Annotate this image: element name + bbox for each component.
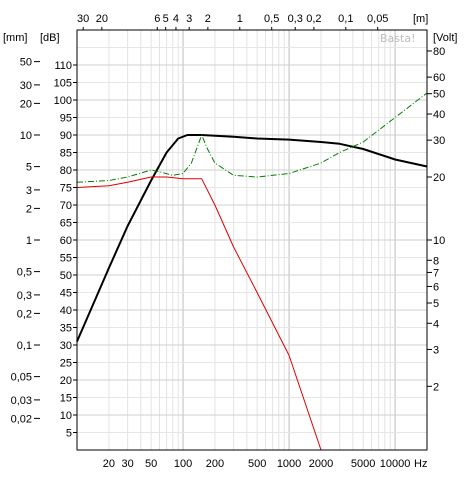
grid <box>77 30 427 450</box>
volt-tick-label: 7 <box>433 267 439 279</box>
mm-tick-label: 0,02 <box>11 413 32 425</box>
db-tick-label: 80 <box>60 165 72 177</box>
mm-tick-label: 0,05 <box>11 372 32 384</box>
mm-tick-label: 1 <box>26 235 32 247</box>
db-tick-label: 25 <box>60 358 72 370</box>
mm-tick-label: 0,3 <box>17 290 32 302</box>
db-unit-label: [dB] <box>40 32 60 44</box>
mm-tick-label: 30 <box>20 80 32 92</box>
db-tick-label: 75 <box>60 183 72 195</box>
db-tick-label: 100 <box>54 95 72 107</box>
wavelength-tick-label: 1 <box>237 13 243 25</box>
mm-tick-label: 0,5 <box>17 267 32 279</box>
mm-tick-label: 50 <box>20 57 32 69</box>
volt-tick-label: 3 <box>433 344 439 356</box>
x-tick-label: 200 <box>206 458 224 470</box>
wavelength-tick-label: 3 <box>186 13 192 25</box>
db-tick-label: 10 <box>60 410 72 422</box>
volt-tick-label: 6 <box>433 281 439 293</box>
volt-tick-label: 20 <box>433 172 445 184</box>
mm-tick-label: 0,1 <box>17 340 32 352</box>
volt-unit-label: [Volt] <box>433 32 457 44</box>
x-tick-label: 50 <box>145 458 157 470</box>
db-tick-label: 65 <box>60 218 72 230</box>
volt-tick-label: 80 <box>433 46 445 58</box>
volt-tick-label: 10 <box>433 235 445 247</box>
mm-tick-label: 5 <box>26 162 32 174</box>
volt-tick-label: 2 <box>433 381 439 393</box>
volt-tick-label: 60 <box>433 72 445 84</box>
db-tick-label: 60 <box>60 235 72 247</box>
mm-tick-label: 0,2 <box>17 308 32 320</box>
db-tick-label: 15 <box>60 393 72 405</box>
x-tick-label: 5000 <box>351 458 375 470</box>
db-tick-label: 5 <box>66 428 72 440</box>
wavelength-tick-label: 30 <box>77 13 89 25</box>
db-tick-label: 50 <box>60 270 72 282</box>
db-tick-label: 70 <box>60 200 72 212</box>
db-tick-label: 45 <box>60 288 72 300</box>
watermark: Basta! <box>380 32 415 45</box>
db-tick-label: 55 <box>60 253 72 265</box>
volt-tick-label: 8 <box>433 255 439 267</box>
wavelength-tick-label: 6 <box>154 13 160 25</box>
wavelength-tick-label: 0,05 <box>367 13 388 25</box>
x-tick-label: 100 <box>174 458 192 470</box>
x-tick-label: 30 <box>121 458 133 470</box>
wavelength-unit-label: [m] <box>413 13 428 25</box>
mm-tick-label: 0,03 <box>11 395 32 407</box>
series-group <box>76 92 428 451</box>
x-tick-label: 1000 <box>277 458 301 470</box>
series-line-3 <box>76 92 428 183</box>
x-tick-label: 500 <box>248 458 266 470</box>
x-tick-label: 2000 <box>309 458 333 470</box>
mm-unit-label: [mm] <box>3 32 27 44</box>
db-tick-label: 30 <box>60 340 72 352</box>
volt-tick-label: 30 <box>433 135 445 147</box>
volt-tick-label: 50 <box>433 89 445 101</box>
x-tick-label: 20 <box>103 458 115 470</box>
series-line-1 <box>76 134 428 342</box>
wavelength-tick-label: 4 <box>173 13 179 25</box>
volt-tick-label: 5 <box>433 298 439 310</box>
db-tick-label: 90 <box>60 130 72 142</box>
mm-tick-label: 3 <box>26 185 32 197</box>
wavelength-tick-label: 0,3 <box>288 13 303 25</box>
db-tick-label: 20 <box>60 375 72 387</box>
x-tick-label: 10000 <box>380 458 411 470</box>
mm-tick-label: 2 <box>26 203 32 215</box>
wavelength-tick-label: 0,2 <box>306 13 321 25</box>
volt-tick-label: 40 <box>433 109 445 121</box>
frequency-unit-label: Hz <box>414 458 427 470</box>
db-tick-label: 35 <box>60 323 72 335</box>
wavelength-tick-label: 0,5 <box>264 13 279 25</box>
wavelength-tick-label: 2 <box>205 13 211 25</box>
wavelength-tick-label: 20 <box>96 13 108 25</box>
mm-tick-label: 10 <box>20 130 32 142</box>
db-tick-label: 40 <box>60 305 72 317</box>
db-tick-label: 105 <box>54 78 72 90</box>
volt-tick-label: 4 <box>433 318 439 330</box>
wavelength-tick-label: 5 <box>163 13 169 25</box>
db-tick-label: 85 <box>60 148 72 160</box>
mm-tick-label: 20 <box>20 98 32 110</box>
series-line-2 <box>76 176 427 451</box>
db-tick-label: 95 <box>60 113 72 125</box>
wavelength-tick-label: 0,1 <box>338 13 353 25</box>
db-tick-label: 110 <box>54 60 72 72</box>
